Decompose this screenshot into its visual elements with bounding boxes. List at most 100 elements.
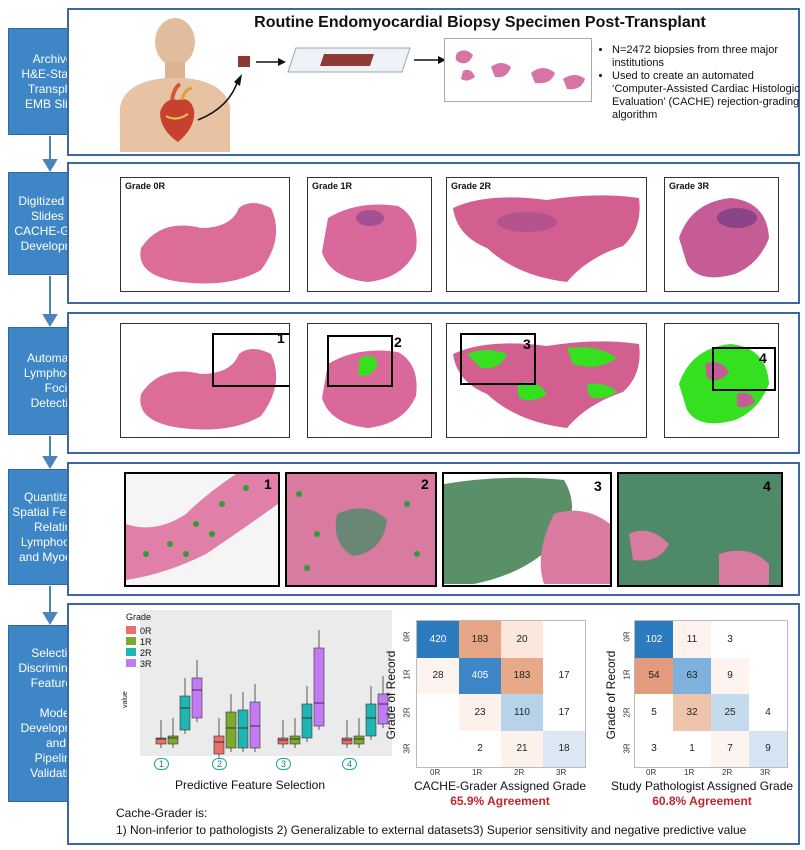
matrix-cell: 32 — [673, 694, 711, 731]
region-number: 3 — [523, 336, 531, 352]
feature-tile-2: 2 — [285, 472, 437, 587]
page-title: Routine Endomyocardial Biopsy Specimen P… — [254, 14, 706, 31]
matrix-cell: 4 — [749, 694, 787, 731]
box — [225, 711, 237, 749]
flow-arrows — [42, 136, 58, 625]
matrix-cell: 25 — [711, 694, 749, 731]
region-number: 4 — [759, 350, 767, 366]
matrix-cell: 3 — [711, 621, 749, 658]
matrix-cell: 23 — [459, 694, 501, 731]
box — [213, 735, 225, 755]
detection-tile-3: 3 — [446, 323, 647, 438]
box — [353, 735, 365, 745]
cm1-row-tick: 0R — [402, 631, 412, 642]
bullet-item: N=2472 biopsies from three major institu… — [612, 44, 802, 70]
matrix-cell: 9 — [749, 730, 787, 767]
region-number: 2 — [394, 334, 402, 350]
cm2-col-tick: 3R — [760, 768, 771, 777]
box — [191, 677, 203, 719]
group-labels: 1 2 3 4 — [146, 758, 386, 774]
stage-line: and — [45, 736, 66, 750]
matrix-cell: 20 — [501, 621, 543, 658]
box — [167, 735, 179, 745]
cm2-col-tick: 1R — [684, 768, 695, 777]
legend-label: 2R — [140, 648, 152, 658]
matrix-cell: 420 — [417, 621, 459, 658]
box — [155, 737, 167, 745]
matrix-cell — [749, 657, 787, 694]
legend-label: 1R — [140, 637, 152, 647]
matrix-cell: 17 — [543, 657, 585, 694]
matrix-cell: 28 — [417, 657, 459, 694]
region-number: 1 — [264, 476, 272, 492]
grade-label: Grade 1R — [312, 181, 353, 191]
matrix-cell: 17 — [543, 694, 585, 731]
detection-tile-2: 2 — [307, 323, 432, 438]
region-number: 2 — [421, 476, 429, 492]
slide-tile-grade-2r: Grade 2R — [446, 177, 647, 292]
feature-tile-3: 3 — [442, 472, 612, 587]
box — [277, 737, 289, 745]
matrix-cell: 9 — [711, 657, 749, 694]
matrix-cell: 5 — [635, 694, 673, 731]
feature-tile-4: 4 — [617, 472, 783, 587]
box — [377, 693, 389, 725]
matrix-cell: 110 — [501, 694, 543, 731]
matrix-cell: 3 — [635, 730, 673, 767]
boxplot-chart: Grade 0R 1R 2R 3R value 1 2 3 4 — [122, 608, 394, 780]
cm1-row-ticks: 0R 1R 2R 3R — [400, 620, 416, 780]
matrix-cell: 183 — [459, 621, 501, 658]
region-number: 3 — [594, 478, 602, 494]
cm1-col-tick: 2R — [514, 768, 525, 777]
boxplot-ylabel: value — [122, 691, 129, 708]
box — [301, 703, 313, 739]
cm2-row-tick: 1R — [622, 669, 632, 680]
matrix-cell: 54 — [635, 657, 673, 694]
slide-tile-grade-1r: Grade 1R — [307, 177, 432, 292]
matrix-cell — [417, 694, 459, 731]
cm2-row-tick: 3R — [622, 743, 632, 754]
matrix-cell: 11 — [673, 621, 711, 658]
legend: 0R 1R 2R 3R — [126, 626, 152, 670]
confusion-matrix-pathologist: 102 11 3 54 63 9 5 32 25 4 3 1 7 9 — [634, 620, 788, 768]
cm1-row-tick: 1R — [402, 669, 412, 680]
stage-line: Relating — [33, 519, 78, 534]
summary-points: 1) Non-inferior to pathologists 2) Gener… — [116, 823, 747, 837]
detection-tile-1: 1 — [120, 323, 290, 438]
box — [237, 709, 249, 749]
group-label: 1 — [154, 758, 170, 770]
slide-tile-grade-0r: Grade 0R — [120, 177, 290, 292]
glass-slide-illustration — [287, 47, 411, 73]
legend-label: 3R — [140, 659, 152, 669]
detection-tile-4: 4 — [664, 323, 779, 438]
slide-tile-grade-3r: Grade 3R — [664, 177, 779, 292]
matrix-cell: 21 — [501, 730, 543, 767]
stage-line: Model — [39, 706, 73, 720]
group-label: 2 — [212, 758, 228, 770]
feature-tile-1: 1 — [124, 472, 280, 587]
stage-line: Pipeline — [34, 751, 78, 765]
legend-label: 0R — [140, 626, 152, 636]
cm2-ylabel-wrap: Grade of Record — [604, 620, 620, 770]
box — [313, 647, 325, 727]
legend-item: 0R — [126, 626, 152, 637]
box — [365, 703, 377, 737]
cm1-col-tick: 3R — [556, 768, 567, 777]
group-label: 4 — [342, 758, 358, 770]
cm2-col-ticks: 0R 1R 2R 3R — [634, 768, 786, 780]
grade-label: Grade 0R — [125, 181, 166, 191]
matrix-cell: 18 — [543, 730, 585, 767]
cm2-row-tick: 0R — [622, 631, 632, 642]
cm1-col-tick: 0R — [430, 768, 441, 777]
cm1-ylabel-wrap: Grade of Record — [384, 620, 400, 770]
matrix-cell — [417, 730, 459, 767]
arrow-to-slide-scan — [414, 56, 446, 64]
study-bullets: N=2472 biopsies from three major institu… — [598, 44, 802, 122]
cm1-xlabel: CACHE-Grader Assigned Grade — [413, 779, 587, 793]
matrix-cell: 102 — [635, 621, 673, 658]
plot-background — [140, 610, 392, 756]
matrix-cell — [749, 621, 787, 658]
boxplot-caption: Predictive Feature Selection — [174, 778, 326, 792]
box — [249, 701, 261, 749]
summary-lead: Cache-Grader is: — [116, 806, 208, 820]
